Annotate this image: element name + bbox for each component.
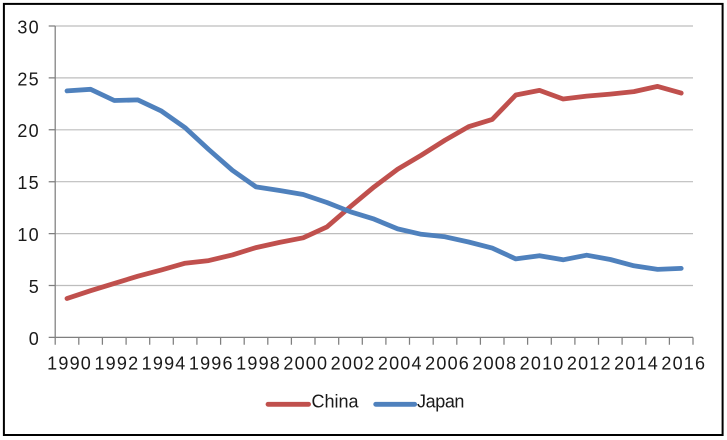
- svg-text:20: 20: [17, 121, 40, 141]
- svg-text:1992: 1992: [94, 353, 139, 373]
- svg-text:China: China: [312, 392, 360, 412]
- svg-text:2008: 2008: [472, 353, 517, 373]
- svg-text:10: 10: [17, 225, 40, 245]
- svg-text:1998: 1998: [236, 353, 281, 373]
- svg-text:Japan: Japan: [417, 392, 464, 412]
- svg-text:2016: 2016: [661, 353, 706, 373]
- svg-text:2014: 2014: [614, 353, 659, 373]
- svg-text:2000: 2000: [283, 353, 328, 373]
- svg-text:2002: 2002: [331, 353, 376, 373]
- svg-text:2012: 2012: [567, 353, 612, 373]
- svg-text:5: 5: [29, 277, 40, 297]
- svg-text:1990: 1990: [47, 353, 92, 373]
- svg-text:25: 25: [17, 69, 40, 89]
- svg-text:2006: 2006: [425, 353, 470, 373]
- svg-text:30: 30: [17, 17, 40, 37]
- svg-text:1996: 1996: [189, 353, 234, 373]
- svg-text:0: 0: [29, 329, 40, 349]
- svg-text:2010: 2010: [520, 353, 565, 373]
- svg-text:1994: 1994: [142, 353, 187, 373]
- svg-text:2004: 2004: [378, 353, 423, 373]
- svg-text:15: 15: [17, 173, 40, 193]
